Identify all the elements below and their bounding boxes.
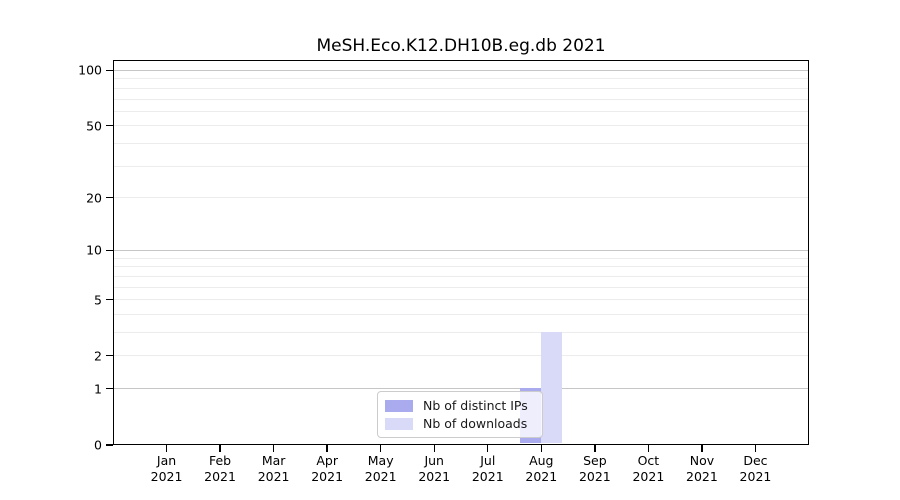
y-tick-label-10: 10 <box>86 242 102 258</box>
x-tick-11 <box>754 445 757 452</box>
y-tick-label-2: 2 <box>94 348 102 364</box>
gridline-y-5 <box>114 299 808 301</box>
gridline-y-7 <box>114 275 808 277</box>
legend-entry-distinct-ips: Nb of distinct IPs <box>385 397 534 414</box>
y-tick-0 <box>106 444 113 446</box>
gridline-y-100 <box>114 69 808 71</box>
x-tick-7 <box>540 445 542 452</box>
y-tick-label-1: 1 <box>94 381 102 397</box>
x-tick-0 <box>165 445 168 452</box>
x-tick-5 <box>433 445 435 452</box>
y-tick-100 <box>106 69 113 71</box>
x-tick-label-2: Mar 2021 <box>257 453 290 484</box>
legend-swatch-distinct-ips <box>385 399 413 412</box>
gridline-y-50 <box>114 125 808 127</box>
gridline-y-6 <box>114 286 808 288</box>
gridline-y-9 <box>114 257 808 259</box>
y-tick-2 <box>106 355 113 357</box>
gridline-y-70 <box>114 98 808 100</box>
x-tick-label-4: May 2021 <box>364 453 397 484</box>
legend-swatch-downloads <box>385 417 413 430</box>
gridline-y-10 <box>114 249 808 251</box>
x-tick-2 <box>272 445 275 452</box>
gridline-y-20 <box>114 197 808 199</box>
x-tick-1 <box>219 445 221 452</box>
y-tick-label-5: 5 <box>94 292 102 307</box>
chart-title: MeSH.Eco.K12.DH10B.eg.db 2021 <box>316 36 606 56</box>
y-tick-5 <box>106 298 113 301</box>
x-tick-4 <box>379 445 382 452</box>
legend-entry-downloads: Nb of downloads <box>385 415 534 432</box>
y-tick-label-0: 0 <box>94 437 102 453</box>
y-tick-20 <box>106 197 113 199</box>
x-tick-label-1: Feb 2021 <box>204 453 236 484</box>
legend: Nb of distinct IPs Nb of downloads <box>377 391 543 438</box>
legend-label-distinct-ips: Nb of distinct IPs <box>423 398 528 413</box>
x-tick-label-9: Oct 2021 <box>632 453 665 484</box>
x-tick-6 <box>487 445 489 452</box>
x-tick-8 <box>594 445 596 452</box>
x-tick-10 <box>701 445 703 452</box>
gridline-y-80 <box>114 87 808 89</box>
y-tick-50 <box>106 125 113 127</box>
gridline-y-30 <box>114 165 808 167</box>
gridline-y-4 <box>114 314 808 315</box>
gridline-y-40 <box>114 143 808 145</box>
y-tick-10 <box>106 249 113 251</box>
gridline-y-60 <box>114 110 808 112</box>
y-tick-label-100: 100 <box>78 62 102 78</box>
x-tick-9 <box>647 445 650 452</box>
y-tick-1 <box>106 388 113 390</box>
x-tick-label-3: Apr 2021 <box>311 453 344 484</box>
gridline-y-1 <box>114 388 808 390</box>
gridline-y-90 <box>114 78 808 80</box>
y-tick-label-20: 20 <box>86 190 102 206</box>
x-tick-label-5: Jun 2021 <box>418 453 451 484</box>
gridline-y-8 <box>114 266 808 268</box>
gridline-y-2 <box>114 355 808 357</box>
x-tick-label-10: Nov 2021 <box>686 453 718 484</box>
bar-downloads <box>541 332 562 444</box>
x-tick-label-8: Sep 2021 <box>578 453 611 484</box>
x-tick-label-11: Dec 2021 <box>739 453 772 484</box>
x-tick-label-6: Jul 2021 <box>471 453 504 484</box>
x-tick-label-7: Aug 2021 <box>525 453 558 484</box>
x-tick-3 <box>326 445 328 452</box>
legend-label-downloads: Nb of downloads <box>423 416 528 431</box>
plot-area <box>113 60 809 445</box>
y-tick-label-50: 50 <box>86 118 102 134</box>
gridline-y-3 <box>114 332 808 334</box>
x-tick-label-0: Jan 2021 <box>150 453 183 484</box>
